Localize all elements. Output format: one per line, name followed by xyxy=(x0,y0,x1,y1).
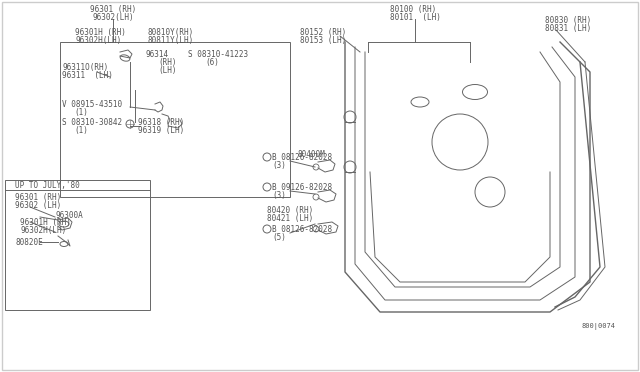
Bar xyxy=(60,42,290,197)
Text: 96300A: 96300A xyxy=(55,211,83,219)
Text: (5): (5) xyxy=(272,232,286,241)
Text: B 08126-82028: B 08126-82028 xyxy=(272,224,332,234)
Text: 80400M: 80400M xyxy=(298,150,326,158)
Text: (3): (3) xyxy=(272,190,286,199)
Text: 96301H (RH): 96301H (RH) xyxy=(20,218,71,227)
Text: S 08310-30842: S 08310-30842 xyxy=(62,118,122,126)
Text: S 08310-41223: S 08310-41223 xyxy=(188,49,248,58)
Text: 96302H(LH): 96302H(LH) xyxy=(20,225,67,234)
Text: (1): (1) xyxy=(74,125,88,135)
Text: 80420 (RH): 80420 (RH) xyxy=(267,205,313,215)
Text: (1): (1) xyxy=(74,108,88,116)
Text: 80810Y(RH): 80810Y(RH) xyxy=(148,28,195,36)
Text: 80101  (LH): 80101 (LH) xyxy=(390,13,441,22)
Text: 80831 (LH): 80831 (LH) xyxy=(545,23,591,32)
Text: 80153 (LH): 80153 (LH) xyxy=(300,35,346,45)
Text: 96302H(LH): 96302H(LH) xyxy=(75,35,121,45)
Text: B 08126-82028: B 08126-82028 xyxy=(272,153,332,161)
Text: 80152 (RH): 80152 (RH) xyxy=(300,28,346,36)
Text: 80811Y(LH): 80811Y(LH) xyxy=(148,35,195,45)
Text: 96314: 96314 xyxy=(145,49,168,58)
Text: UP TO JULY,'80: UP TO JULY,'80 xyxy=(15,180,80,189)
Text: 96302 (LH): 96302 (LH) xyxy=(15,201,61,209)
Text: (6): (6) xyxy=(205,58,219,67)
Text: (3): (3) xyxy=(272,160,286,170)
Text: 80100 (RH): 80100 (RH) xyxy=(390,4,436,13)
Text: 800|0074: 800|0074 xyxy=(582,324,616,330)
Text: B 09126-82028: B 09126-82028 xyxy=(272,183,332,192)
Text: (RH): (RH) xyxy=(158,58,177,67)
Text: 96311  (LH): 96311 (LH) xyxy=(62,71,113,80)
Text: (LH): (LH) xyxy=(158,65,177,74)
Bar xyxy=(5,180,150,310)
Text: 96301 (RH): 96301 (RH) xyxy=(15,192,61,202)
Text: 96319 (LH): 96319 (LH) xyxy=(138,125,184,135)
Text: 96318 (RH): 96318 (RH) xyxy=(138,118,184,126)
Text: 96311O(RH): 96311O(RH) xyxy=(62,62,108,71)
Text: 96301 (RH): 96301 (RH) xyxy=(90,4,136,13)
Text: 96302(LH): 96302(LH) xyxy=(92,13,134,22)
Text: 96301H (RH): 96301H (RH) xyxy=(75,28,126,36)
Text: 80820E: 80820E xyxy=(15,237,43,247)
Text: 80830 (RH): 80830 (RH) xyxy=(545,16,591,25)
Text: V 08915-43510: V 08915-43510 xyxy=(62,99,122,109)
Text: 80421 (LH): 80421 (LH) xyxy=(267,214,313,222)
